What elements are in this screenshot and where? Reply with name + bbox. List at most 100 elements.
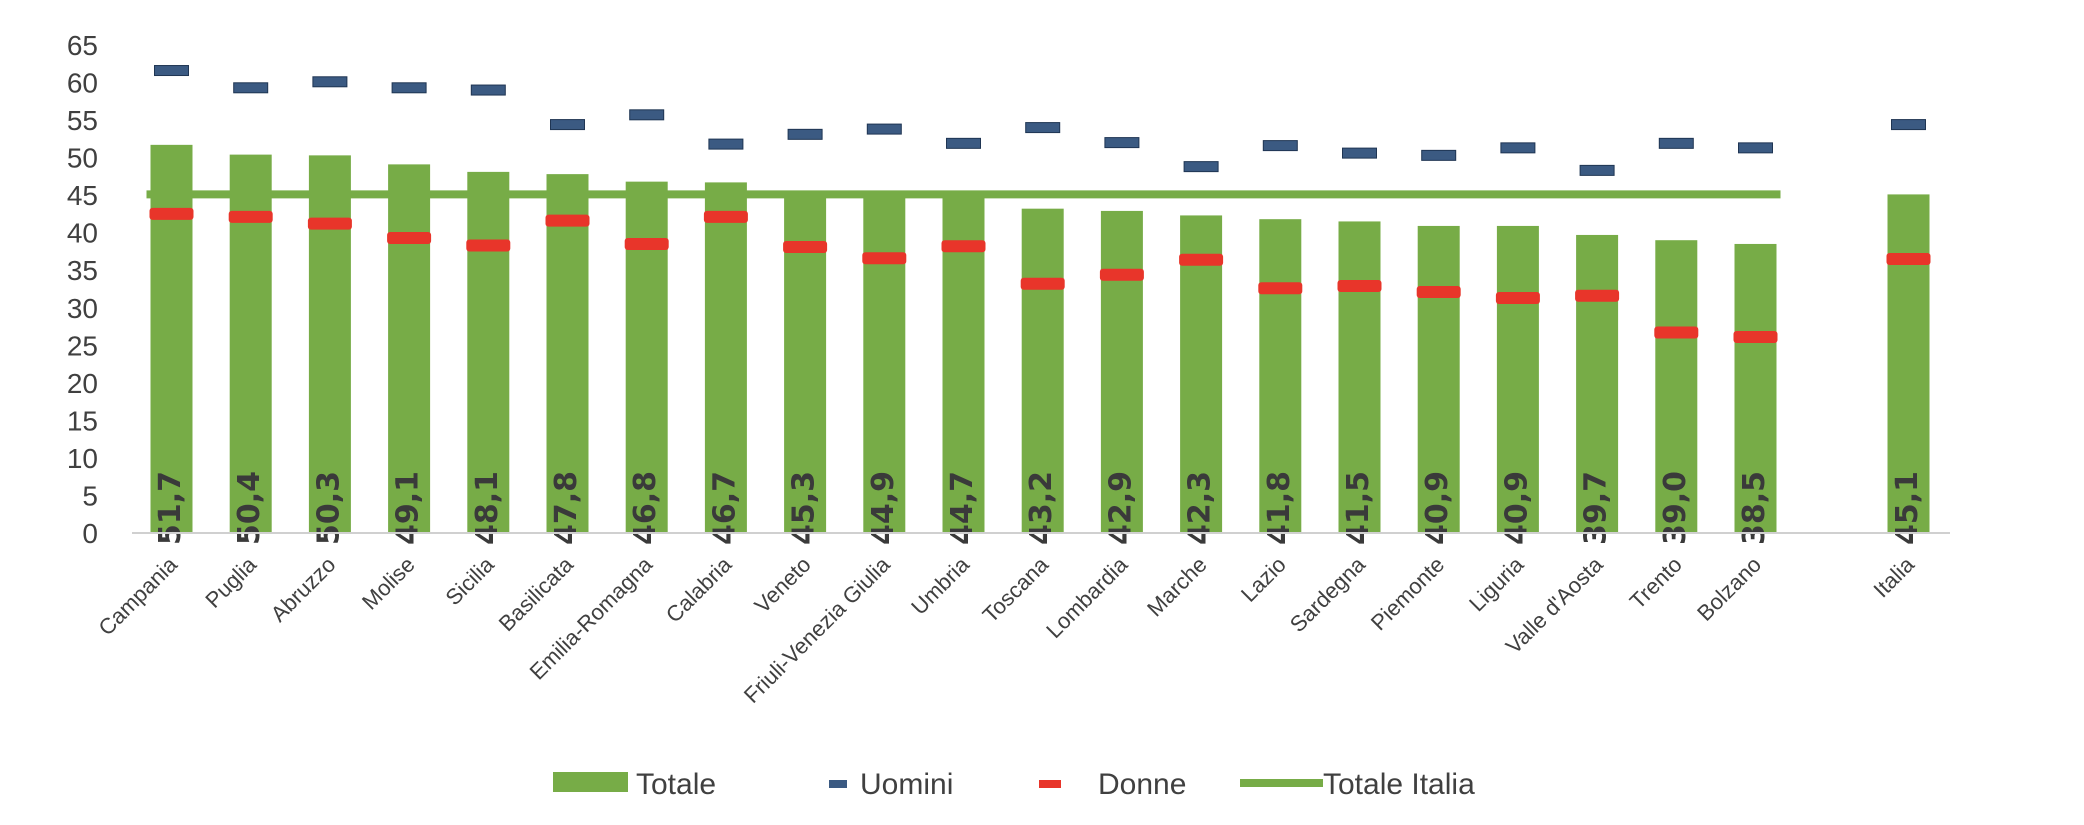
uomini-marker — [312, 76, 348, 88]
x-tick-label: Basilicata — [494, 551, 579, 636]
x-axis: Campania Puglia Abruzzo Molise SiciliaBasili… — [93, 551, 1919, 708]
uomini-marker — [154, 65, 189, 77]
uomini-marker — [1262, 140, 1298, 152]
y-tick-label: 60 — [67, 68, 98, 99]
uomini-marker — [629, 109, 665, 121]
uomini-marker — [1500, 142, 1536, 154]
legend-label-uomini: Uomini — [860, 768, 953, 801]
donne-marker — [387, 231, 432, 244]
bar — [1496, 225, 1539, 534]
x-tick-label: Campania — [93, 551, 182, 640]
donne-marker — [1099, 268, 1144, 281]
legend: Totale Uomini Donne Totale Italia — [553, 768, 1475, 801]
bar — [1180, 215, 1223, 533]
donne-marker — [1258, 282, 1303, 295]
bar — [546, 174, 589, 533]
x-tick-label: Liguria — [1464, 551, 1529, 616]
y-tick-label: 0 — [82, 518, 98, 549]
legend-item-totale: Totale — [553, 768, 716, 801]
y-tick-label: 10 — [67, 443, 98, 474]
bar — [467, 171, 510, 533]
x-tick-label: Calabria — [661, 551, 737, 627]
bar — [1021, 208, 1064, 533]
donne-marker — [149, 207, 194, 220]
donne-marker — [545, 214, 590, 227]
uomini-marker — [866, 123, 902, 135]
donne-marker — [1416, 286, 1461, 299]
y-tick-label: 55 — [67, 105, 98, 136]
y-tick-label: 50 — [67, 143, 98, 174]
donne-marker — [1337, 279, 1382, 292]
donne-marker — [307, 217, 352, 230]
bar — [1887, 194, 1930, 533]
x-tick-label: Italia — [1868, 551, 1919, 602]
bar — [1338, 221, 1381, 533]
donne-marker — [1020, 277, 1065, 290]
bar — [1100, 210, 1143, 534]
x-tick-label: Marche — [1142, 552, 1212, 622]
uomini-marker — [1658, 137, 1694, 149]
y-tick-label: 40 — [67, 218, 98, 249]
legend-label-totale: Totale — [636, 768, 716, 801]
x-tick-label: Friuli-Venezia Giulia — [739, 551, 896, 708]
x-tick-label: Lazio — [1236, 552, 1291, 607]
x-tick-label: Bolzano — [1692, 552, 1766, 626]
y-tick-label: 65 — [67, 30, 98, 61]
donne-marker — [624, 237, 669, 250]
y-tick-label: 20 — [67, 368, 98, 399]
legend-swatch-uomini — [829, 780, 847, 788]
legend-item-uomini: Uomini — [829, 768, 953, 801]
donne-marker — [466, 239, 511, 252]
y-tick-label: 15 — [67, 405, 98, 436]
uomini-marker — [946, 137, 981, 149]
legend-swatch-totale — [553, 772, 628, 792]
uomini-marker — [550, 119, 585, 131]
x-tick-label: Sicilia — [441, 551, 500, 610]
donne-marker — [862, 252, 907, 265]
donne-marker — [1575, 289, 1620, 302]
uomini-marker — [1738, 142, 1773, 154]
donne-marker — [1179, 253, 1224, 266]
uomini-marker — [1342, 147, 1377, 159]
y-tick-label: 25 — [67, 330, 98, 361]
x-tick-label: Abruzzo — [266, 552, 341, 627]
legend-label-donne: Donne — [1098, 768, 1186, 801]
y-axis: 0 5 10 15 20 25 30 35 40 45 50 55 60 65 — [67, 30, 98, 549]
uomini-marker — [1891, 119, 1926, 131]
bar — [1417, 225, 1460, 534]
legend-label-totale-italia: Totale Italia — [1323, 768, 1475, 801]
uomini-marker — [1104, 137, 1140, 149]
x-tick-label: Toscana — [978, 551, 1054, 627]
uomini-marker — [391, 82, 427, 94]
uomini-markers — [154, 65, 1926, 176]
donne-marker — [1654, 326, 1699, 339]
y-tick-label: 30 — [67, 293, 98, 324]
legend-swatch-donne — [1039, 780, 1061, 788]
uomini-marker — [787, 128, 823, 140]
x-tick-label: Sardegna — [1285, 551, 1371, 637]
legend-item-totale-italia: Totale Italia — [1240, 768, 1475, 801]
x-tick-label: Lombardia — [1041, 551, 1133, 643]
x-tick-label: Piemonte — [1366, 552, 1449, 635]
bar — [388, 164, 431, 533]
bar — [1655, 240, 1698, 533]
bar — [1259, 219, 1302, 533]
bar — [704, 182, 747, 534]
uomini-marker — [1421, 149, 1457, 161]
x-tick-label: Molise — [357, 552, 420, 615]
donne-marker — [941, 240, 986, 253]
x-tick-label: Puglia — [200, 551, 261, 612]
uomini-marker — [233, 82, 269, 94]
uomini-marker — [470, 84, 506, 96]
donne-marker — [1886, 252, 1931, 265]
bar — [1734, 243, 1777, 533]
y-tick-label: 5 — [82, 480, 98, 511]
bar — [863, 195, 906, 534]
legend-item-donne: Donne — [1039, 768, 1186, 801]
donne-marker — [783, 240, 828, 253]
donne-marker — [1733, 331, 1778, 344]
x-tick-label: Trento — [1625, 552, 1687, 614]
donne-marker — [228, 210, 273, 223]
x-tick-label: Veneto — [750, 552, 816, 618]
